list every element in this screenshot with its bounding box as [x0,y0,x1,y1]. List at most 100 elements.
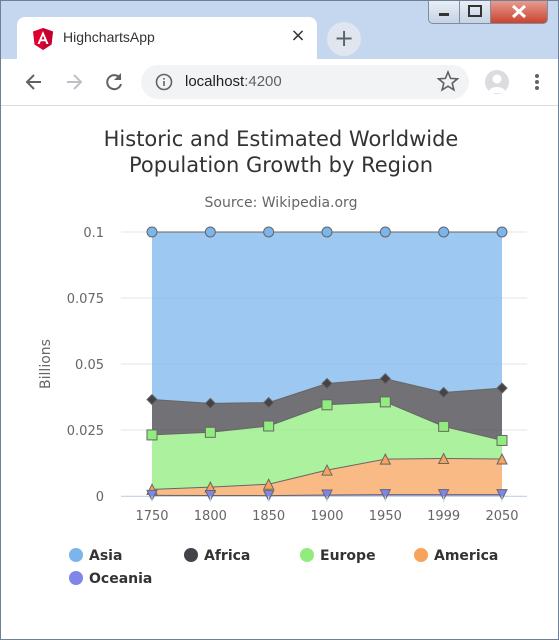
legend-label: Oceania [89,571,152,587]
marker-asia[interactable] [496,226,508,238]
marker-africa[interactable] [437,386,450,399]
marker-europe[interactable] [146,429,158,441]
x-tick-label: 1900 [310,509,343,524]
reload-button[interactable] [99,67,129,97]
marker-europe[interactable] [438,420,450,432]
marker-africa[interactable] [262,396,275,409]
marker-asia[interactable] [146,226,158,238]
forward-button[interactable] [59,67,89,97]
legend-symbol [414,548,428,562]
marker-europe[interactable] [263,420,275,432]
chart-subtitle: Source: Wikipedia.org [205,195,358,211]
legend-item-asia[interactable]: Asia [69,548,122,564]
minimize-button[interactable] [428,1,460,24]
area-africa[interactable] [152,378,502,441]
maximize-icon [468,5,482,17]
browser-toolbar: localhost:4200 [1,59,558,106]
marker-america[interactable] [262,478,275,490]
y-tick-label: 0.1 [83,226,104,241]
marker-oceania[interactable] [146,489,158,502]
x-tick-label: 1999 [427,509,460,524]
legend-symbol [69,548,83,562]
star-icon[interactable] [437,70,459,92]
legend-item-africa[interactable]: Africa [184,548,250,564]
y-tick-label: 0.025 [67,424,104,439]
series-markers [146,226,508,502]
marker-asia[interactable] [204,226,216,238]
marker-oceania[interactable] [379,489,392,501]
marker-asia[interactable] [321,226,333,238]
x-tick-label: 1950 [369,509,402,524]
legend-symbol [300,548,314,562]
marker-oceania[interactable] [262,490,275,502]
marker-africa[interactable] [321,377,333,390]
marker-europe[interactable] [204,426,216,438]
profile-icon[interactable] [485,70,509,94]
marker-europe[interactable] [379,396,391,408]
area-america[interactable] [152,458,502,496]
y-tick-label: 0 [96,490,104,505]
back-button[interactable] [19,67,49,97]
page-content: Historic and Estimated Worldwide Populat… [1,106,558,639]
chart-title-line-2: Population Growth by Region [129,153,433,177]
legend-label: Europe [320,548,376,564]
marker-europe[interactable] [496,434,508,446]
menu-dots-icon[interactable] [527,67,547,97]
marker-africa[interactable] [496,382,508,394]
marker-america[interactable] [437,452,450,465]
marker-america[interactable] [496,452,508,465]
minimize-icon [439,13,449,16]
legend-item-europe[interactable]: Europe [300,548,376,564]
legend-item-america[interactable]: America [414,548,498,564]
marker-america[interactable] [379,453,392,465]
address-bar[interactable]: localhost:4200 [141,65,469,99]
window-close-button[interactable] [490,1,548,24]
area-europe[interactable] [152,401,502,490]
info-icon[interactable] [155,73,173,91]
url-port: :4200 [244,73,282,90]
forward-arrow-icon [67,74,83,90]
url-host: localhost [185,73,245,90]
window-close-icon [511,4,527,19]
x-tick-label: 1750 [135,509,168,524]
marker-asia[interactable] [438,226,450,238]
marker-oceania[interactable] [204,489,217,502]
area-series [152,232,502,496]
x-tick-label: 1850 [252,509,285,524]
maximize-button[interactable] [459,1,491,24]
y-axis-labels: 0 0.025 0.05 0.075 0.1 [67,226,104,505]
marker-oceania[interactable] [437,489,450,501]
marker-asia[interactable] [379,226,391,238]
tab-title: HighchartsApp [63,29,155,45]
marker-africa[interactable] [204,397,217,410]
profile-avatar [488,74,506,93]
x-tick-label: 2050 [485,509,518,524]
tab-highchartsapp[interactable]: HighchartsApp × [17,17,317,59]
legend-label: Africa [204,548,250,564]
close-icon[interactable]: × [290,25,306,46]
marker-europe[interactable] [321,399,333,411]
back-arrow-icon [25,74,41,90]
title-bar: HighchartsApp × + [1,1,558,59]
marker-oceania[interactable] [496,489,508,501]
legend-label: America [434,548,498,564]
chart-title-line-1: Historic and Estimated Worldwide [104,127,459,151]
y-tick-label: 0.05 [75,358,104,373]
x-axis-labels: 1750 1800 1850 1900 1950 1999 2050 [135,496,519,524]
marker-oceania[interactable] [321,489,333,502]
x-tick-label: 1800 [194,509,227,524]
menu-dots-glyph [535,74,539,90]
marker-africa[interactable] [146,393,158,406]
legend-symbol [69,571,83,585]
y-tick-label: 0.075 [67,292,104,307]
plus-icon[interactable]: + [327,22,361,56]
url-text: localhost:4200 [185,73,282,90]
legend-item-oceania[interactable]: Oceania [69,571,152,587]
population-chart: Historic and Estimated Worldwide Populat… [38,127,527,587]
marker-america[interactable] [321,463,333,476]
marker-africa[interactable] [379,373,392,385]
reload-icon [106,73,122,91]
marker-asia[interactable] [263,226,275,238]
area-asia[interactable] [152,232,502,404]
